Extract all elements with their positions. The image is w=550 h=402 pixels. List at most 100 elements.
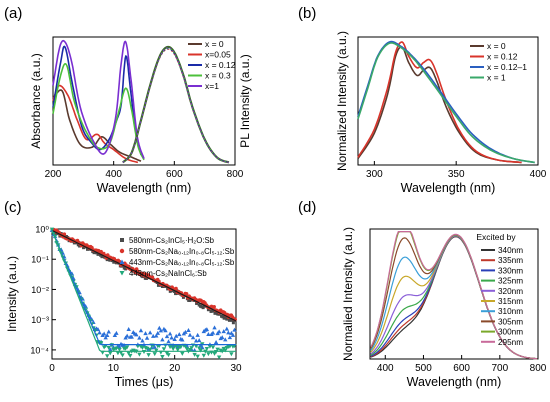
c-data-point: [144, 335, 150, 340]
c-data-point: [192, 352, 197, 357]
d-legend-label: 335nm: [498, 256, 523, 265]
c-x-tick-label: 0: [49, 363, 55, 374]
c-data-point: [201, 306, 205, 310]
c-data-point: [141, 350, 147, 355]
c-data-point: [163, 328, 168, 333]
c-data-point: [206, 352, 211, 357]
c-data-point: [97, 330, 102, 335]
a-panel-label: (a): [4, 5, 22, 22]
a-x-axis-label: Wavelength (nm): [97, 181, 192, 195]
b-x-tick-label: 350: [448, 169, 465, 180]
c-y-tick-label: 10⁻²: [31, 285, 49, 295]
c-data-point: [95, 327, 101, 332]
c-y-tick-label: 10⁰: [35, 225, 49, 235]
c-legend-marker: [120, 238, 124, 242]
c-legend-label: 443nm-Cs₂NaInCl₆:Sb: [129, 269, 207, 278]
a-legend-label: x=1: [205, 81, 219, 91]
c-data-point: [216, 355, 222, 360]
c-data-point: [138, 328, 144, 333]
c-data-point: [187, 332, 193, 337]
c-x-tick-label: 10: [108, 363, 120, 374]
c-data-point: [112, 332, 118, 337]
c-data-point: [108, 347, 113, 352]
a-series-line: [52, 45, 142, 155]
a-y-axis-label-right: PL Intensity (a.u.): [238, 54, 252, 148]
b-plot-frame: [357, 36, 539, 166]
c-fit-line: [51, 230, 236, 352]
c-data-point: [160, 354, 165, 359]
c-data-point: [117, 347, 122, 352]
c-data-point: [105, 354, 110, 359]
d-x-tick-label: 600: [453, 363, 470, 374]
a-series-line: [52, 84, 139, 164]
c-data-point: [193, 344, 199, 349]
c-data-point: [98, 341, 104, 346]
c-data-point: [100, 255, 104, 259]
c-data-point: [195, 354, 200, 359]
d-legend-label: 320nm: [498, 287, 523, 296]
b-legend-label: x = 0.12: [487, 52, 518, 62]
c-legend-marker: [119, 259, 125, 264]
c-data-point: [152, 352, 157, 357]
b-series-line: [357, 42, 535, 164]
c-data-point: [201, 353, 206, 358]
b-x-axis-label: Wavelength (nm): [401, 181, 496, 195]
c-data-point: [174, 292, 178, 296]
c-data-point: [223, 337, 228, 342]
b-legend-label: x = 0.12–1: [487, 62, 527, 72]
c-data-point: [223, 348, 228, 353]
c-data-point: [124, 345, 130, 350]
c-data-point: [147, 347, 153, 352]
c-data-point: [226, 330, 231, 335]
c-data-point: [188, 299, 192, 303]
c-data-point: [147, 330, 153, 335]
d-legend-label: 315nm: [498, 297, 523, 306]
b-y-axis-label: Normalized Intensity (a.u.): [335, 31, 349, 171]
c-data-point: [106, 345, 111, 350]
a-x-tick-label: 200: [45, 169, 62, 180]
c-data-point: [190, 335, 196, 340]
c-data-point: [200, 345, 205, 350]
c-data-point: [213, 340, 219, 345]
c-data-point: [117, 344, 122, 349]
d-legend-title: Excited by: [476, 232, 516, 242]
c-data-point: [137, 352, 142, 357]
c-legend-marker: [119, 248, 125, 254]
panel-c: (c) 0 10 20 30 Times (μs) Intensity (a.u.) 10⁰ 1…: [4, 199, 242, 389]
c-data-point: [158, 328, 164, 333]
a-legend-label: x=0.05: [205, 50, 231, 60]
c-x-axis-label: Times (μs): [115, 375, 174, 389]
c-data-point: [229, 352, 234, 357]
c-legend-label: 443nm-Cs₂Na₀.₁₂In₀.₈Cl₅.₁₂:Sb: [129, 258, 235, 267]
c-data-point: [181, 295, 185, 299]
c-data-point: [216, 329, 222, 334]
b-x-tick-label: 400: [530, 169, 547, 180]
a-legend-label: x = 0.12: [205, 60, 236, 70]
d-x-tick-label: 500: [415, 363, 432, 374]
c-data-point: [135, 344, 141, 349]
c-data-point: [172, 289, 176, 293]
d-legend-label: 310nm: [498, 307, 523, 316]
c-data-point: [114, 330, 119, 335]
c-data-point: [184, 294, 188, 298]
c-data-point: [175, 348, 180, 353]
b-series-line: [357, 41, 522, 164]
c-data-point: [167, 331, 173, 336]
c-data-point: [152, 344, 157, 349]
c-data-point: [120, 353, 125, 358]
c-data-point: [150, 275, 155, 280]
d-plot-frame: [369, 228, 539, 360]
d-legend-label: 325nm: [498, 277, 523, 286]
c-data-point: [166, 287, 170, 291]
c-data-point: [212, 305, 216, 309]
c-data-point: [155, 330, 160, 335]
c-data-point: [166, 339, 171, 344]
c-data-point: [140, 346, 145, 351]
c-x-tick-label: 30: [230, 363, 242, 374]
c-data-point: [124, 333, 130, 338]
c-data-point: [183, 329, 188, 334]
c-data-point: [126, 326, 131, 331]
d-panel-label: (d): [298, 199, 316, 216]
c-data-point: [193, 338, 199, 343]
